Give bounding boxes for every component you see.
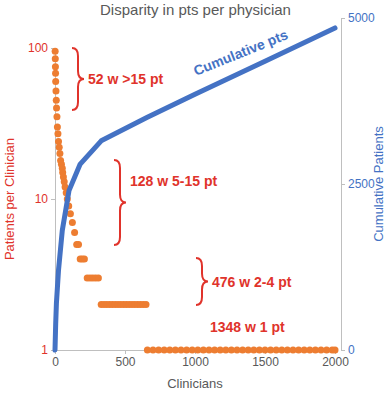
- annotation: 476 w 2-4 pt: [212, 274, 292, 290]
- tick-label: 0: [52, 355, 59, 369]
- tick-mark: [125, 350, 126, 354]
- chart: Disparity in pts per physician0500100015…: [0, 0, 391, 400]
- tick-mark: [51, 199, 55, 200]
- point: [52, 48, 59, 55]
- point: [52, 55, 59, 62]
- point: [53, 105, 60, 112]
- brace: [72, 48, 84, 110]
- annotation: 1348 w 1 pt: [210, 319, 285, 335]
- x-axis-title: Clinicians: [167, 376, 223, 391]
- tick-label: 1: [41, 343, 48, 357]
- point: [95, 274, 102, 281]
- tick-mark: [341, 18, 345, 19]
- point: [81, 256, 88, 263]
- point: [52, 63, 59, 70]
- tick-label: 1500: [252, 355, 279, 369]
- series-label: Cumulative pts: [191, 26, 290, 79]
- tick: 0: [52, 350, 59, 369]
- point: [75, 241, 82, 248]
- annotation: 128 w 5-15 pt: [130, 173, 217, 189]
- point: [52, 70, 59, 77]
- point: [53, 113, 60, 120]
- point: [71, 229, 78, 236]
- tick: 10: [35, 192, 55, 206]
- tick: 5000: [341, 11, 375, 25]
- tick-label: 0: [348, 343, 355, 357]
- point: [54, 130, 61, 137]
- cumulative-line: [55, 28, 335, 350]
- point: [56, 144, 63, 151]
- tick-mark: [341, 350, 345, 351]
- y-axis-title: Patients per Clinician: [2, 138, 17, 260]
- brace: [114, 160, 126, 245]
- tick-label: 1000: [182, 355, 209, 369]
- title: Disparity in pts per physician: [100, 1, 291, 18]
- tick-mark: [341, 184, 345, 185]
- tick: 100: [28, 41, 55, 55]
- tick: 2500: [341, 177, 375, 191]
- annotation: 52 w >15 pt: [88, 71, 163, 87]
- tick-label: 10: [35, 192, 49, 206]
- y2-axis-title: Cumulative Patients: [371, 126, 386, 242]
- point: [69, 219, 76, 226]
- tick-label: 500: [115, 355, 135, 369]
- tick-label: 5000: [348, 11, 375, 25]
- y-axis: 1 10 100: [28, 41, 56, 357]
- point: [56, 150, 63, 157]
- tick-label: 2000: [322, 355, 349, 369]
- point: [52, 87, 59, 94]
- point: [54, 123, 61, 130]
- y2-axis: 0 2500 5000: [341, 11, 375, 357]
- axis-line: [342, 19, 346, 351]
- point: [143, 301, 150, 308]
- brace: [196, 258, 208, 305]
- plot-area: [52, 28, 339, 354]
- point: [53, 97, 60, 104]
- tick-label: 100: [28, 41, 48, 55]
- point: [332, 347, 339, 354]
- tick: 500: [115, 350, 135, 369]
- point: [52, 78, 59, 85]
- tick: 0: [341, 343, 355, 357]
